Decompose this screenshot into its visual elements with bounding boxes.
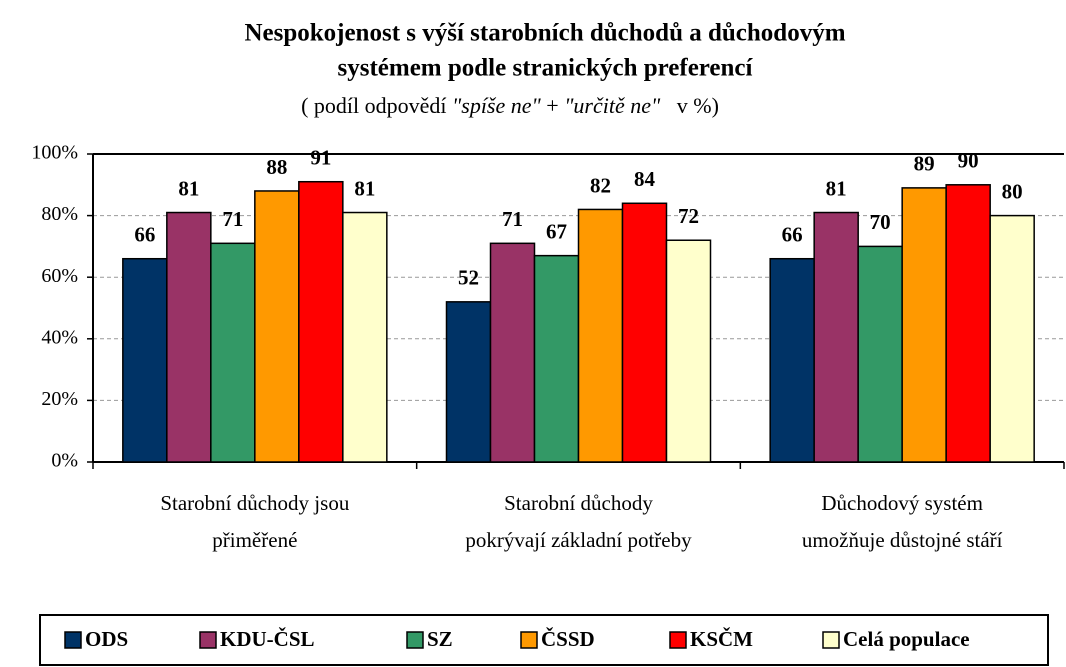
x-tick-label: Starobní důchody: [504, 491, 653, 515]
y-tick-label: 60%: [41, 265, 78, 287]
bar: [945, 184, 991, 463]
value-label: 88: [266, 155, 287, 179]
value-label: 71: [502, 207, 523, 231]
bar: [901, 187, 947, 463]
value-label: 71: [222, 207, 243, 231]
value-label: 72: [678, 204, 699, 228]
bar: [989, 214, 1035, 463]
value-label: 67: [546, 219, 567, 243]
value-label: 90: [958, 149, 979, 173]
value-label: 81: [354, 176, 375, 200]
legend-label: SZ: [427, 627, 453, 651]
value-label: 89: [914, 152, 935, 176]
x-tick-label: Důchodový systém: [821, 491, 983, 515]
bar: [210, 242, 256, 463]
legend-label: ČSSD: [541, 627, 595, 651]
legend-swatch: [406, 631, 424, 649]
value-label: 91: [310, 146, 331, 170]
subtitle-part: "spíše ne": [452, 93, 542, 118]
legend-label: KSČM: [690, 627, 753, 651]
subtitle-part: +: [541, 93, 564, 118]
legend-swatch: [520, 631, 538, 649]
value-label: 81: [178, 176, 199, 200]
subtitle-part: "určitě ne": [564, 93, 661, 118]
y-tick-label: 100%: [31, 142, 78, 164]
value-label: 66: [134, 223, 155, 247]
bar: [489, 242, 536, 463]
legend-swatch: [64, 631, 82, 649]
legend-label: KDU-ČSL: [220, 627, 315, 651]
bar: [665, 239, 712, 463]
chart-title: Nespokojenost s výší starobních důchodů …: [244, 20, 845, 47]
bar: [813, 211, 859, 463]
legend-swatch: [822, 631, 840, 649]
subtitle-part: v %): [660, 93, 719, 118]
x-tick-label: umožňuje důstojné stáří: [802, 528, 1003, 552]
legend-swatch: [669, 631, 687, 649]
value-label: 66: [782, 223, 803, 247]
chart-title: systémem podle stranických preferencí: [338, 55, 754, 82]
value-label: 52: [458, 266, 479, 290]
bar: [445, 301, 492, 463]
bar: [122, 257, 168, 463]
subtitle-part: ( podíl odpovědí: [301, 93, 452, 118]
bar: [533, 254, 580, 463]
bar: [621, 202, 668, 463]
legend-swatch: [199, 631, 217, 649]
bar: [857, 245, 903, 463]
chart-subtitle: ( podíl odpovědí "spíše ne" + "určitě ne…: [301, 93, 719, 118]
bar: [769, 257, 815, 463]
bar: [254, 190, 300, 463]
y-tick-label: 40%: [41, 326, 78, 348]
legend-box: [39, 614, 1049, 666]
legend-label: ODS: [85, 627, 128, 651]
bar: [166, 211, 212, 463]
value-label: 81: [826, 176, 847, 200]
x-tick-label: Starobní důchody jsou: [160, 491, 349, 515]
x-tick-label: přiměřené: [212, 528, 297, 552]
y-tick-label: 0%: [51, 450, 78, 472]
bar: [298, 180, 344, 463]
value-label: 80: [1002, 179, 1023, 203]
y-tick-label: 20%: [41, 388, 78, 410]
bar: [342, 211, 388, 463]
legend-label: Celá populace: [843, 627, 970, 651]
value-label: 70: [870, 210, 891, 234]
value-label: 84: [634, 167, 656, 191]
bar: [577, 208, 624, 463]
y-tick-label: 80%: [41, 203, 78, 225]
x-tick-label: pokrývají základní potřeby: [465, 528, 692, 552]
value-label: 82: [590, 173, 611, 197]
